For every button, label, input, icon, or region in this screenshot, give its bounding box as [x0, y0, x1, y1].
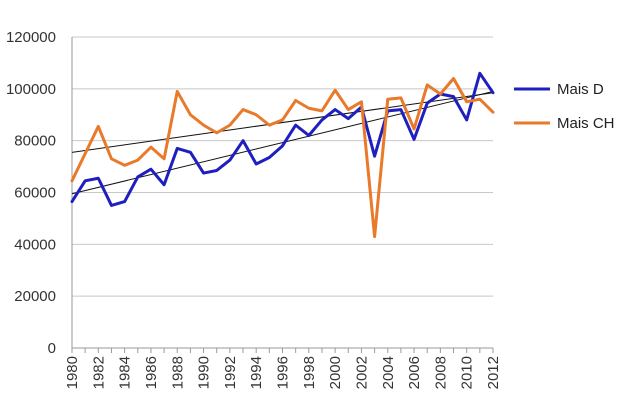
y-tick-label: 120000 — [6, 29, 56, 46]
y-tick-label: 60000 — [14, 185, 56, 202]
gridlines — [72, 36, 493, 297]
trend-line — [71, 90, 494, 195]
y-tick-label: 20000 — [14, 288, 56, 305]
series-line-mais-ch — [70, 76, 495, 239]
x-tick-label: 2006 — [406, 356, 423, 389]
x-tick-label: 1998 — [301, 356, 318, 389]
x-tick-label: 2002 — [353, 356, 370, 389]
x-tick-label: 2000 — [327, 356, 344, 389]
axes — [71, 37, 494, 353]
y-axis-tick-labels: 0 20000 40000 60000 80000 100000 120000 — [6, 29, 56, 357]
x-tick-label: 2004 — [380, 356, 397, 389]
data-series — [70, 71, 495, 239]
x-tick-label: 1980 — [64, 356, 81, 389]
x-tick-label: 1982 — [90, 356, 107, 389]
legend: Mais D Mais CH — [514, 81, 615, 132]
x-tick-label: 2012 — [485, 356, 502, 389]
y-tick-label: 100000 — [6, 81, 56, 98]
x-tick-label: 2008 — [432, 356, 449, 389]
x-tick-label: 2010 — [459, 356, 476, 389]
x-tick-label: 1994 — [248, 356, 265, 389]
y-tick-label: 40000 — [14, 236, 56, 253]
y-tick-label: 0 — [48, 340, 56, 357]
x-tick-label: 1990 — [196, 356, 213, 389]
legend-label: Mais CH — [557, 115, 615, 132]
legend-label: Mais D — [557, 81, 604, 98]
x-tick-label: 1992 — [222, 356, 239, 389]
series-line-mais-d — [70, 71, 495, 207]
x-tick-label: 1986 — [143, 356, 160, 389]
x-axis-tick-labels: 1980 1982 1984 1986 1988 1990 1992 1994 1996 1998… — [64, 356, 502, 389]
trend-lines — [71, 90, 494, 195]
x-tick-label: 1988 — [169, 356, 186, 389]
x-tick-label: 1984 — [117, 356, 134, 389]
x-tick-label: 1996 — [275, 356, 292, 389]
y-tick-label: 80000 — [14, 133, 56, 150]
